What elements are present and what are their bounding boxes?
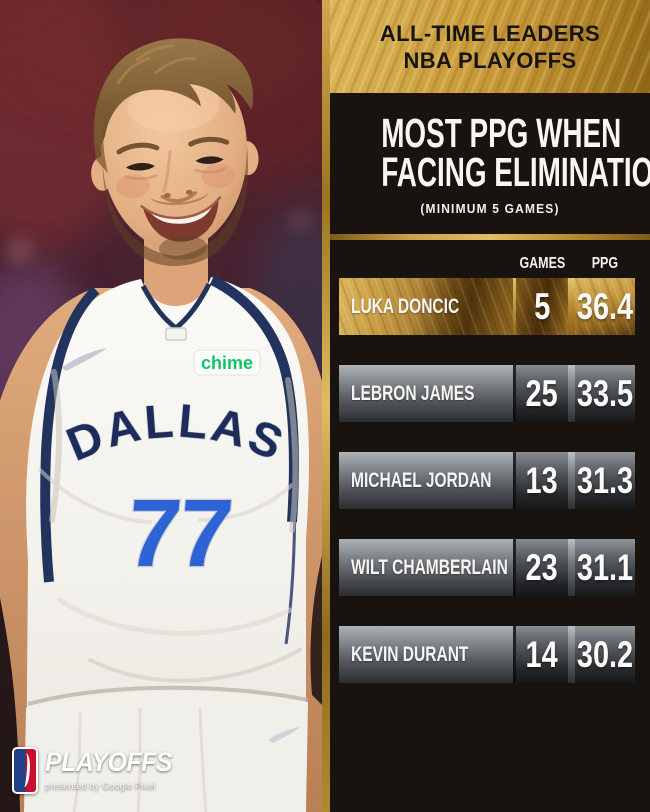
cell-divider: [513, 452, 516, 509]
table-row: MICHAEL JORDAN 13 31.3: [339, 452, 635, 509]
ppg-value: 33.5: [576, 372, 634, 414]
title-line2: FACING ELIMINATION: [381, 149, 650, 195]
banner-line1: ALL-TIME LEADERS: [379, 20, 601, 46]
cell-divider: [513, 539, 516, 596]
nike-swoosh-icon: [62, 348, 107, 371]
face: [100, 60, 248, 251]
gold-divider-vertical: [322, 0, 330, 812]
column-header-ppg: PPG: [591, 255, 619, 272]
games-cell: 25: [516, 365, 568, 422]
table-row: LUKA DONCIC 5 36.4: [339, 278, 635, 335]
ppg-value: 30.2: [576, 633, 634, 675]
player-head: [91, 38, 259, 266]
ppg-cell: 30.2: [575, 626, 635, 683]
ppg-cell: 33.5: [575, 365, 635, 422]
table-row: LEBRON JAMES 25 33.5: [339, 365, 635, 422]
player-name-cell: KEVIN DURANT: [339, 626, 513, 683]
ppg-value: 36.4: [576, 285, 634, 327]
nba-logo-icon: [12, 747, 38, 794]
player-name-cell: MICHAEL JORDAN: [339, 452, 513, 509]
ppg-cell: 36.4: [575, 278, 635, 335]
player-name: LUKA DONCIC: [351, 294, 460, 318]
title-line1: MOST PPG WHEN: [381, 110, 622, 156]
cell-divider-light: [568, 626, 575, 683]
table-row: KEVIN DURANT 14 30.2: [339, 626, 635, 683]
column-headers: GAMES PPG: [339, 240, 635, 278]
games-value: 5: [533, 285, 551, 327]
jersey-number: 77: [123, 480, 235, 587]
player-name-cell: LUKA DONCIC: [339, 278, 513, 335]
ppg-cell: 31.3: [575, 452, 635, 509]
games-value: 13: [525, 459, 559, 501]
games-value: 14: [525, 633, 559, 675]
player-name: KEVIN DURANT: [351, 642, 469, 666]
ppg-value: 31.3: [576, 459, 634, 501]
stats-panel: ALL-TIME LEADERS NBA PLAYOFFS MOST PPG W…: [330, 0, 650, 812]
eye-right: [195, 156, 224, 164]
jersey: chime DALLAS 77: [0, 275, 322, 812]
player-name-cell: WILT CHAMBERLAIN: [339, 539, 513, 596]
games-value: 25: [525, 372, 559, 414]
games-cell: 14: [516, 626, 568, 683]
shorts-swoosh-icon: [268, 727, 300, 743]
cell-divider-light: [568, 278, 575, 335]
gold-divider-horizontal: [330, 234, 650, 240]
cell-divider: [513, 365, 516, 422]
hair: [93, 38, 254, 174]
jersey-trim-left: [40, 286, 100, 583]
sponsor-patch: chime: [193, 349, 261, 376]
presented-by-text: presented by Google Pixel: [45, 781, 156, 791]
leaders-table: GAMES PPG LUKA DONCIC 5 36.4 LEBRON JAME…: [330, 240, 650, 713]
games-cell: 13: [516, 452, 568, 509]
games-cell: 5: [516, 278, 568, 335]
player-name-cell: LEBRON JAMES: [339, 365, 513, 422]
sponsor-label: chime: [201, 353, 253, 373]
column-header-games: GAMES: [519, 255, 566, 272]
banner: ALL-TIME LEADERS NBA PLAYOFFS: [330, 0, 650, 93]
leaders-rows: LUKA DONCIC 5 36.4 LEBRON JAMES 25 33.5 …: [339, 278, 635, 683]
games-value: 23: [525, 546, 559, 588]
cell-divider-light: [568, 539, 575, 596]
ppg-value: 31.1: [576, 546, 634, 588]
cell-divider: [513, 278, 516, 335]
player-name: MICHAEL JORDAN: [351, 468, 492, 492]
cell-divider-light: [568, 452, 575, 509]
title-block: MOST PPG WHEN FACING ELIMINATION (MINIMU…: [330, 93, 650, 217]
eye-left: [125, 163, 155, 171]
player-name: WILT CHAMBERLAIN: [351, 555, 508, 579]
player-name: LEBRON JAMES: [351, 381, 475, 405]
cell-divider: [513, 626, 516, 683]
nba-playoffs-lockup: PLAYOFFS presented by Google Pixel: [12, 747, 183, 794]
playoffs-wordmark: PLAYOFFS: [45, 747, 172, 777]
player-photo: chime DALLAS 77: [0, 0, 322, 812]
games-cell: 23: [516, 539, 568, 596]
smile: [140, 195, 222, 245]
ppg-cell: 31.1: [575, 539, 635, 596]
cell-divider-light: [568, 365, 575, 422]
table-row: WILT CHAMBERLAIN 23 31.1: [339, 539, 635, 596]
banner-line2: NBA PLAYOFFS: [403, 47, 577, 73]
title-subtitle: (MINIMUM 5 GAMES): [420, 201, 560, 216]
shorts: [24, 685, 309, 812]
